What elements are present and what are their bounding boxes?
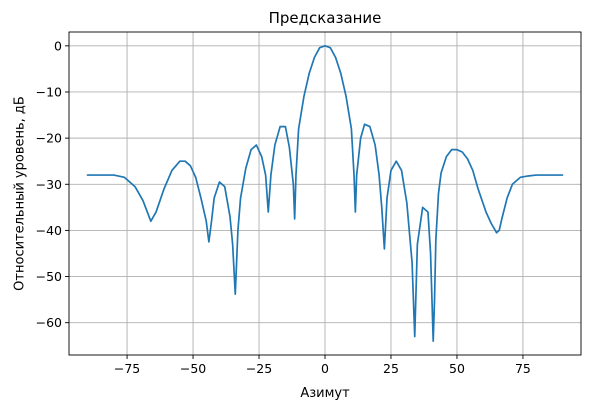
y-axis-label: Относительный уровень, дБ [13, 96, 28, 291]
plot-frame [68, 31, 582, 356]
x-tick-label: −50 [180, 361, 206, 376]
x-tick-label: 25 [383, 361, 399, 376]
series-group [86, 44, 564, 343]
series-line [86, 44, 564, 343]
grid [69, 32, 581, 355]
y-tick-label: −30 [36, 177, 62, 192]
y-tick-label: −10 [36, 84, 62, 99]
y-axis-ticks: 0 −10 −20 −30 −40 −50 −60 [36, 38, 69, 330]
x-tick-label: −25 [246, 361, 272, 376]
y-tick-label: −20 [36, 131, 62, 146]
chart-title: Предсказание [269, 9, 382, 27]
y-tick-label: −60 [36, 315, 62, 330]
y-tick-label: 0 [54, 38, 62, 53]
x-axis-label: Азимут [300, 386, 350, 401]
x-tick-label: 0 [321, 361, 329, 376]
y-tick-label: −40 [36, 223, 62, 238]
x-tick-label: −75 [114, 361, 140, 376]
y-tick-label: −50 [36, 269, 62, 284]
x-tick-label: 75 [515, 361, 531, 376]
x-tick-label: 50 [449, 361, 465, 376]
x-axis-ticks: −75 −50 −25 0 25 50 75 [114, 355, 531, 376]
